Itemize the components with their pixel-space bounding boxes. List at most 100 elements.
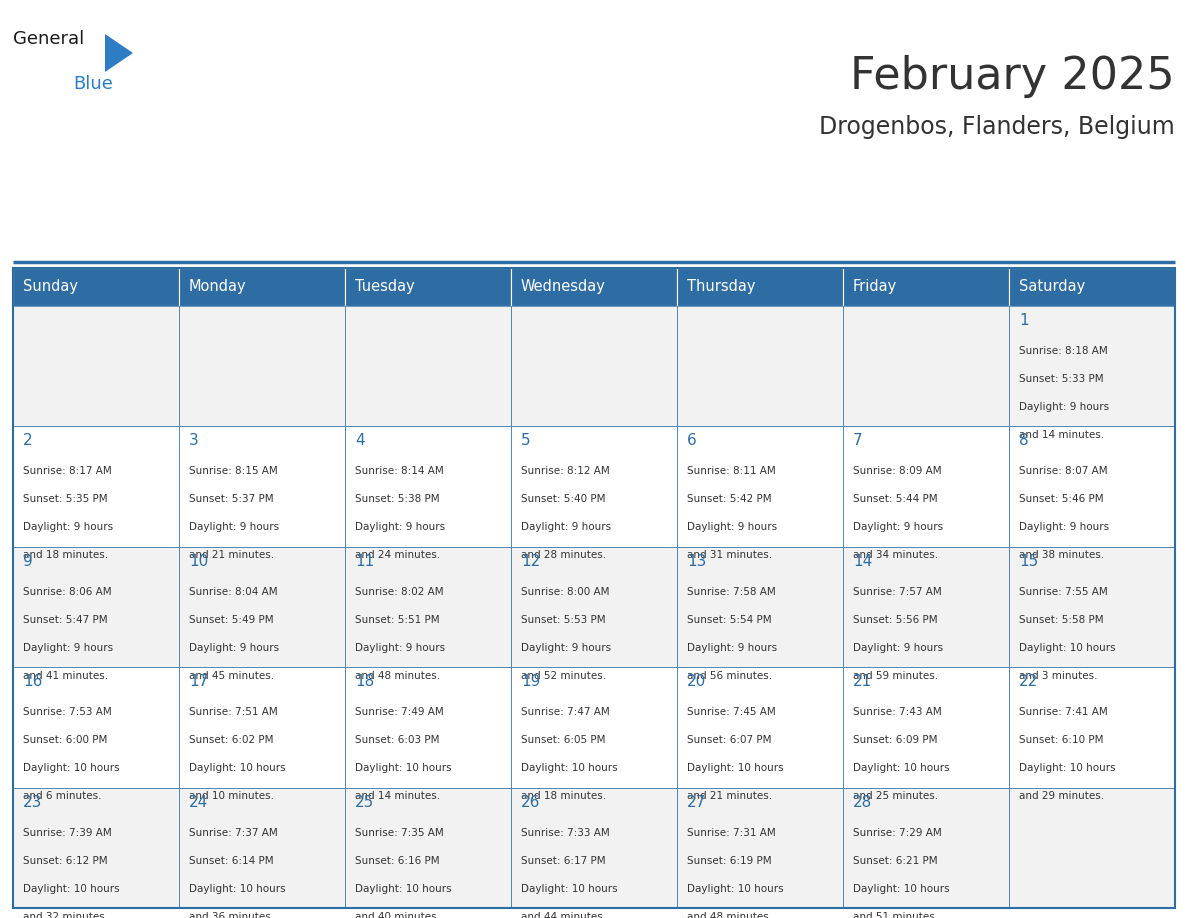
Text: and 48 minutes.: and 48 minutes. — [687, 912, 772, 918]
Text: and 41 minutes.: and 41 minutes. — [23, 671, 108, 681]
Bar — [511, 306, 677, 426]
Text: Sunday: Sunday — [23, 279, 78, 295]
Text: 23: 23 — [23, 795, 43, 810]
Text: and 38 minutes.: and 38 minutes. — [1019, 551, 1104, 560]
Text: Sunrise: 8:04 AM: Sunrise: 8:04 AM — [189, 587, 278, 597]
Text: Sunset: 5:38 PM: Sunset: 5:38 PM — [355, 495, 440, 504]
Bar — [13, 426, 179, 547]
Text: Sunrise: 8:14 AM: Sunrise: 8:14 AM — [355, 466, 444, 476]
Text: and 44 minutes.: and 44 minutes. — [522, 912, 606, 918]
Text: Sunrise: 7:53 AM: Sunrise: 7:53 AM — [23, 707, 112, 717]
Text: Daylight: 9 hours: Daylight: 9 hours — [23, 522, 113, 532]
Text: 19: 19 — [522, 674, 541, 689]
Bar — [843, 268, 1009, 306]
Text: Sunrise: 7:51 AM: Sunrise: 7:51 AM — [189, 707, 278, 717]
Bar — [843, 788, 1009, 908]
Text: Daylight: 9 hours: Daylight: 9 hours — [1019, 522, 1110, 532]
Text: and 25 minutes.: and 25 minutes. — [853, 791, 939, 801]
Text: 3: 3 — [189, 433, 198, 448]
Text: Blue: Blue — [72, 75, 113, 93]
Text: and 10 minutes.: and 10 minutes. — [189, 791, 274, 801]
Text: Sunrise: 8:00 AM: Sunrise: 8:00 AM — [522, 587, 609, 597]
Bar — [179, 306, 345, 426]
Bar — [511, 667, 677, 788]
Text: 14: 14 — [853, 554, 872, 569]
Text: Sunset: 5:54 PM: Sunset: 5:54 PM — [687, 615, 772, 625]
Text: and 6 minutes.: and 6 minutes. — [23, 791, 101, 801]
Text: Sunrise: 7:57 AM: Sunrise: 7:57 AM — [853, 587, 942, 597]
Text: Daylight: 10 hours: Daylight: 10 hours — [687, 884, 784, 893]
Bar — [677, 426, 843, 547]
Text: and 48 minutes.: and 48 minutes. — [355, 671, 440, 681]
Text: Tuesday: Tuesday — [355, 279, 415, 295]
Text: Sunset: 6:19 PM: Sunset: 6:19 PM — [687, 856, 772, 866]
Bar — [13, 306, 179, 426]
Text: Sunset: 5:58 PM: Sunset: 5:58 PM — [1019, 615, 1104, 625]
Text: Sunset: 5:33 PM: Sunset: 5:33 PM — [1019, 374, 1104, 384]
Text: Sunrise: 8:11 AM: Sunrise: 8:11 AM — [687, 466, 776, 476]
Text: 26: 26 — [522, 795, 541, 810]
Text: Drogenbos, Flanders, Belgium: Drogenbos, Flanders, Belgium — [820, 115, 1175, 139]
Text: Sunset: 5:56 PM: Sunset: 5:56 PM — [853, 615, 937, 625]
Text: 15: 15 — [1019, 554, 1038, 569]
Text: Sunrise: 7:29 AM: Sunrise: 7:29 AM — [853, 828, 942, 837]
Text: 8: 8 — [1019, 433, 1029, 448]
Bar — [1009, 306, 1175, 426]
Bar — [1009, 547, 1175, 667]
Bar — [511, 788, 677, 908]
Text: Sunrise: 8:09 AM: Sunrise: 8:09 AM — [853, 466, 942, 476]
Text: Sunrise: 7:45 AM: Sunrise: 7:45 AM — [687, 707, 776, 717]
Text: Sunrise: 7:49 AM: Sunrise: 7:49 AM — [355, 707, 444, 717]
Text: Daylight: 10 hours: Daylight: 10 hours — [1019, 643, 1116, 653]
Text: Daylight: 9 hours: Daylight: 9 hours — [355, 522, 446, 532]
Bar — [1009, 788, 1175, 908]
Bar — [677, 667, 843, 788]
Polygon shape — [105, 34, 133, 72]
Text: and 21 minutes.: and 21 minutes. — [687, 791, 772, 801]
Bar — [511, 426, 677, 547]
Text: Daylight: 10 hours: Daylight: 10 hours — [1019, 763, 1116, 773]
Text: and 56 minutes.: and 56 minutes. — [687, 671, 772, 681]
Text: Sunrise: 8:06 AM: Sunrise: 8:06 AM — [23, 587, 112, 597]
Text: Sunset: 6:07 PM: Sunset: 6:07 PM — [687, 735, 771, 745]
Text: 9: 9 — [23, 554, 33, 569]
Bar — [345, 426, 511, 547]
Text: General: General — [13, 30, 84, 48]
Text: 12: 12 — [522, 554, 541, 569]
Text: Sunrise: 8:07 AM: Sunrise: 8:07 AM — [1019, 466, 1107, 476]
Bar — [179, 667, 345, 788]
Text: Sunrise: 8:02 AM: Sunrise: 8:02 AM — [355, 587, 443, 597]
Text: Daylight: 9 hours: Daylight: 9 hours — [355, 643, 446, 653]
Text: Saturday: Saturday — [1019, 279, 1086, 295]
Text: and 59 minutes.: and 59 minutes. — [853, 671, 939, 681]
Bar — [677, 547, 843, 667]
Text: Sunset: 6:05 PM: Sunset: 6:05 PM — [522, 735, 606, 745]
Bar — [511, 547, 677, 667]
Text: Daylight: 9 hours: Daylight: 9 hours — [522, 522, 611, 532]
Text: and 32 minutes.: and 32 minutes. — [23, 912, 108, 918]
Text: Daylight: 9 hours: Daylight: 9 hours — [522, 643, 611, 653]
Text: 5: 5 — [522, 433, 531, 448]
Text: Sunset: 5:42 PM: Sunset: 5:42 PM — [687, 495, 772, 504]
Text: Daylight: 10 hours: Daylight: 10 hours — [23, 884, 120, 893]
Bar — [13, 268, 1175, 908]
Text: Sunset: 5:49 PM: Sunset: 5:49 PM — [189, 615, 273, 625]
Text: Sunset: 5:51 PM: Sunset: 5:51 PM — [355, 615, 440, 625]
Text: Daylight: 10 hours: Daylight: 10 hours — [853, 763, 949, 773]
Text: Sunrise: 7:47 AM: Sunrise: 7:47 AM — [522, 707, 609, 717]
Text: Sunset: 6:16 PM: Sunset: 6:16 PM — [355, 856, 440, 866]
Text: and 52 minutes.: and 52 minutes. — [522, 671, 606, 681]
Text: Thursday: Thursday — [687, 279, 756, 295]
Text: Sunrise: 7:55 AM: Sunrise: 7:55 AM — [1019, 587, 1107, 597]
Text: 4: 4 — [355, 433, 365, 448]
Text: 2: 2 — [23, 433, 32, 448]
Bar — [179, 426, 345, 547]
Text: and 21 minutes.: and 21 minutes. — [189, 551, 274, 560]
Text: and 14 minutes.: and 14 minutes. — [355, 791, 440, 801]
Text: Sunset: 6:21 PM: Sunset: 6:21 PM — [853, 856, 937, 866]
Text: Sunrise: 7:41 AM: Sunrise: 7:41 AM — [1019, 707, 1107, 717]
Text: and 14 minutes.: and 14 minutes. — [1019, 430, 1104, 440]
Text: Sunrise: 8:12 AM: Sunrise: 8:12 AM — [522, 466, 609, 476]
Text: and 40 minutes.: and 40 minutes. — [355, 912, 440, 918]
Text: Daylight: 10 hours: Daylight: 10 hours — [355, 884, 451, 893]
